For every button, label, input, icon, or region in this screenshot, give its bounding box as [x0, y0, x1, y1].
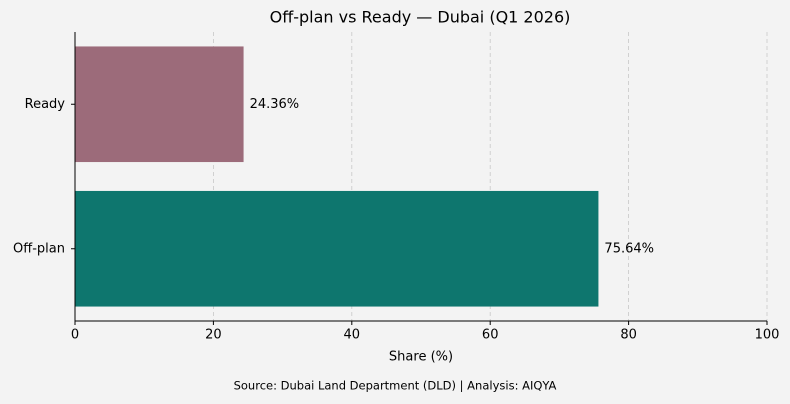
x-tick-label: 0	[71, 328, 79, 343]
value-label: 24.36%	[250, 97, 300, 112]
x-tick-label: 20	[205, 328, 222, 343]
bar	[75, 190, 599, 307]
x-tick-label: 80	[620, 328, 637, 343]
value-label: 75.64%	[604, 241, 654, 256]
y-tick-label: Ready	[25, 97, 66, 112]
x-axis-label: Share (%)	[389, 350, 453, 365]
x-tick-label: 40	[344, 328, 361, 343]
x-tick-label: 100	[755, 328, 780, 343]
x-tick-label: 60	[482, 328, 499, 343]
chart-title: Off-plan vs Ready — Dubai (Q1 2026)	[270, 8, 571, 27]
y-tick-label: Off-plan	[13, 241, 65, 256]
bar	[75, 46, 244, 163]
source-note: Source: Dubai Land Department (DLD) | An…	[234, 379, 557, 393]
